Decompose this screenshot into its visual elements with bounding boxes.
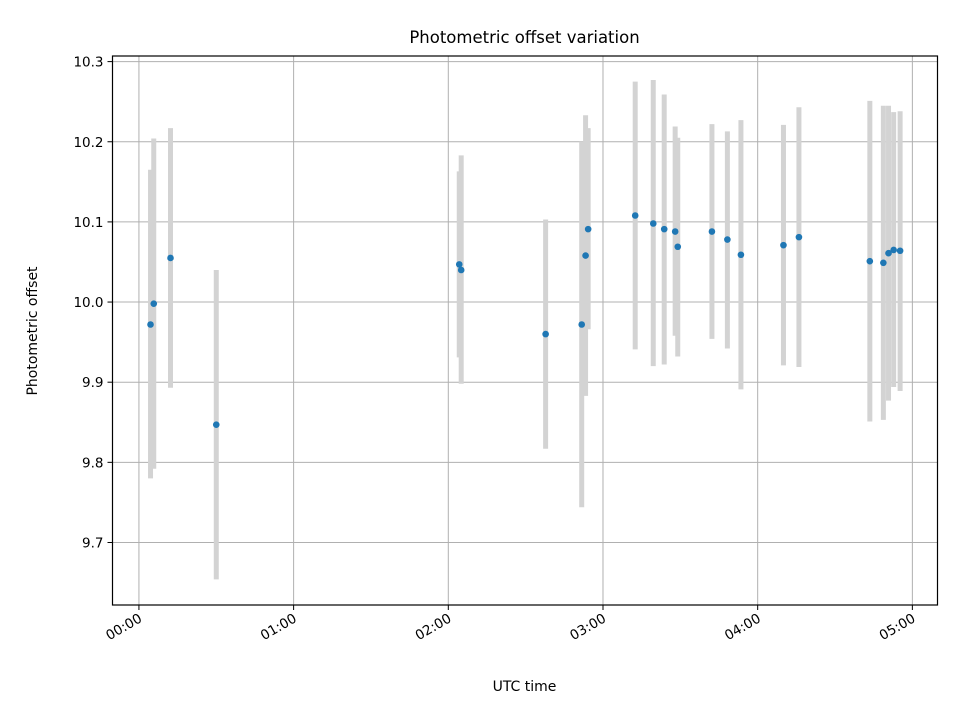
data-point [212, 421, 220, 428]
data-point [147, 321, 154, 328]
data-point [649, 220, 657, 227]
data-points [147, 212, 904, 428]
data-point [457, 266, 465, 274]
y-tick-label: 10.0 [73, 295, 103, 311]
data-point [150, 300, 158, 307]
data-point [582, 252, 589, 259]
data-point [896, 247, 904, 255]
y-tick-label: 10.1 [73, 215, 103, 231]
y-axis-label: Photometric offset [25, 266, 41, 396]
data-point [724, 236, 731, 243]
data-point [167, 254, 174, 262]
data-point [542, 330, 549, 338]
y-tick-label: 9.9 [82, 375, 103, 391]
data-point [737, 251, 745, 259]
y-tick-label: 10.2 [73, 135, 103, 151]
y-tick-label: 10.3 [73, 55, 103, 71]
y-tick-label: 9.7 [82, 535, 103, 551]
x-axis-label: UTC time [493, 679, 557, 695]
y-axis: 9.7 9.8 9.9 10.0 10.1 10.2 10.3 [73, 55, 113, 551]
chart-title: Photometric offset variation [409, 28, 639, 47]
data-point [455, 261, 463, 268]
data-point [674, 243, 682, 251]
data-point [578, 321, 586, 328]
data-point [866, 257, 874, 265]
data-point [631, 212, 639, 219]
y-tick-label: 9.8 [82, 455, 103, 471]
data-point [780, 241, 787, 249]
data-point [708, 228, 716, 235]
data-point [584, 225, 592, 233]
data-point [660, 225, 668, 233]
data-point [885, 249, 892, 257]
data-point [890, 246, 897, 254]
data-point [880, 259, 887, 267]
plot-frame [111, 55, 939, 606]
data-point [671, 228, 679, 235]
data-point [795, 233, 803, 241]
